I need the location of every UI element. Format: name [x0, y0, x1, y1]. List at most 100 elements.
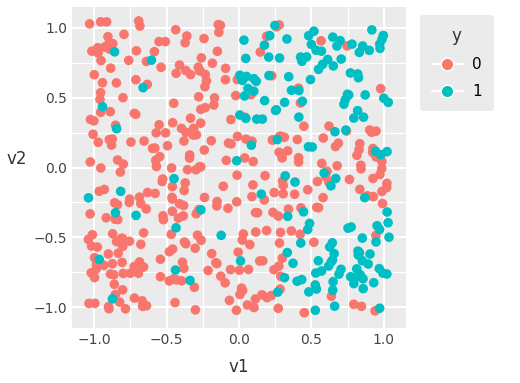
- Point: [294, 155, 303, 161]
- Point: [296, 100, 305, 106]
- Point: [372, 239, 380, 245]
- Point: [378, 188, 386, 195]
- Point: [241, 155, 249, 161]
- Point: [373, 154, 382, 160]
- Point: [148, 146, 157, 152]
- Point: [84, 195, 93, 201]
- Point: [375, 265, 383, 272]
- Point: [98, 104, 107, 110]
- Point: [233, 77, 241, 83]
- Point: [127, 139, 135, 145]
- Point: [376, 85, 385, 92]
- Point: [268, 137, 277, 143]
- Point: [132, 111, 140, 117]
- Point: [356, 186, 364, 192]
- Point: [317, 48, 326, 54]
- Point: [328, 240, 336, 246]
- Point: [227, 141, 235, 147]
- Point: [295, 87, 303, 93]
- Point: [155, 39, 163, 45]
- Point: [110, 49, 119, 55]
- Point: [135, 18, 143, 24]
- Point: [300, 209, 308, 215]
- Point: [197, 106, 205, 113]
- Point: [265, 54, 273, 60]
- Point: [197, 120, 205, 126]
- Point: [119, 95, 127, 101]
- Point: [346, 70, 355, 76]
- Point: [213, 260, 221, 267]
- Point: [187, 72, 195, 78]
- Point: [274, 305, 282, 311]
- Point: [266, 33, 274, 39]
- Point: [106, 271, 114, 277]
- Point: [163, 142, 172, 149]
- Point: [372, 154, 380, 160]
- Point: [342, 128, 350, 134]
- Point: [180, 265, 188, 272]
- Point: [167, 165, 176, 171]
- Point: [232, 158, 241, 164]
- Point: [200, 36, 208, 42]
- Point: [191, 245, 199, 251]
- Point: [118, 236, 126, 242]
- Point: [311, 282, 319, 288]
- Point: [258, 258, 267, 264]
- Point: [270, 267, 278, 273]
- Point: [240, 37, 248, 43]
- Point: [275, 22, 283, 28]
- Point: [180, 239, 189, 245]
- Point: [280, 99, 289, 105]
- Point: [97, 165, 105, 171]
- Point: [355, 147, 363, 153]
- Point: [313, 286, 321, 292]
- Point: [369, 175, 377, 182]
- Point: [217, 273, 225, 279]
- Point: [257, 191, 266, 197]
- Point: [116, 188, 125, 195]
- Point: [358, 235, 367, 241]
- Point: [377, 152, 385, 158]
- Point: [329, 287, 337, 293]
- Point: [341, 97, 349, 103]
- Point: [112, 80, 121, 86]
- Point: [296, 54, 305, 60]
- Point: [289, 260, 297, 266]
- Point: [213, 203, 221, 209]
- Point: [221, 280, 229, 286]
- Point: [280, 275, 289, 281]
- Point: [108, 296, 116, 302]
- Point: [171, 267, 179, 273]
- Point: [342, 127, 350, 133]
- Point: [297, 205, 305, 211]
- Point: [118, 235, 126, 241]
- Point: [277, 133, 285, 139]
- Point: [142, 58, 151, 64]
- Point: [224, 140, 232, 146]
- Point: [242, 115, 250, 121]
- Point: [275, 240, 283, 246]
- Point: [378, 36, 386, 43]
- Point: [242, 55, 250, 61]
- Point: [90, 255, 99, 261]
- Point: [197, 164, 205, 170]
- Point: [343, 43, 352, 49]
- Point: [237, 258, 245, 264]
- Point: [383, 209, 391, 215]
- Point: [110, 272, 118, 278]
- Point: [102, 19, 111, 25]
- Point: [324, 179, 333, 185]
- Point: [151, 190, 159, 196]
- Point: [375, 226, 384, 232]
- Point: [256, 49, 265, 55]
- Point: [204, 267, 212, 273]
- Point: [329, 278, 337, 285]
- Point: [196, 68, 204, 74]
- Point: [275, 149, 283, 155]
- Point: [329, 34, 337, 40]
- Point: [155, 154, 164, 160]
- Point: [212, 260, 220, 266]
- Point: [327, 293, 335, 299]
- Point: [300, 123, 308, 129]
- Point: [194, 64, 202, 70]
